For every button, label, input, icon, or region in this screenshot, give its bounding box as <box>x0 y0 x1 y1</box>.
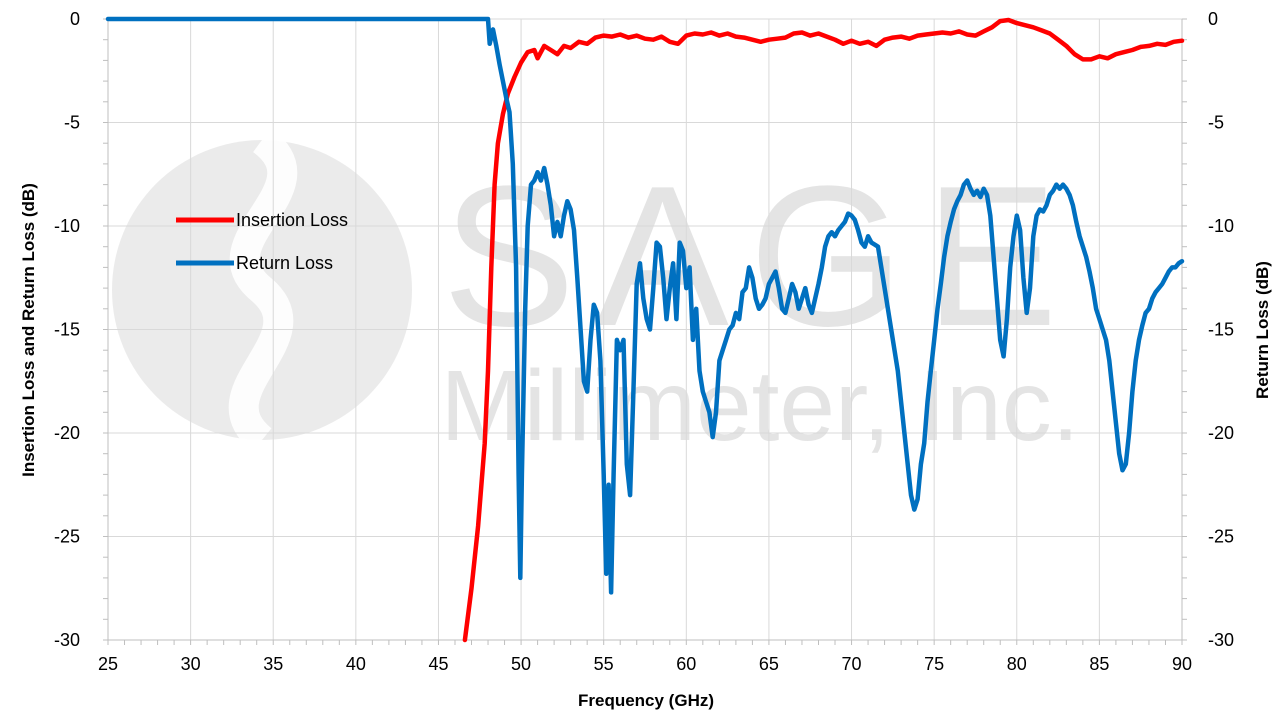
x-tick-label: 70 <box>842 654 862 674</box>
x-tick-label: 60 <box>676 654 696 674</box>
legend-label-insertion-loss: Insertion Loss <box>236 210 348 230</box>
y-tick-label-right: -15 <box>1208 320 1234 340</box>
x-tick-label: 35 <box>263 654 283 674</box>
y-tick-label-right: -30 <box>1208 630 1234 650</box>
x-tick-label: 65 <box>759 654 779 674</box>
series-layer <box>105 16 1185 643</box>
x-tick-label: 55 <box>594 654 614 674</box>
y-tick-label-right: -20 <box>1208 423 1234 443</box>
x-axis-title: Frequency (GHz) <box>578 691 714 710</box>
y-tick-label-right: -5 <box>1208 113 1224 133</box>
y-tick-label-left: -10 <box>54 216 80 236</box>
x-tick-label: 30 <box>181 654 201 674</box>
x-tick-label: 80 <box>1007 654 1027 674</box>
watermark: SAGE Millimeter, Inc. <box>112 127 1080 462</box>
y-tick-label-left: -25 <box>54 527 80 547</box>
y-tick-label-right: -10 <box>1208 216 1234 236</box>
watermark-line2: Millimeter, Inc. <box>440 350 1079 462</box>
x-tick-label: 85 <box>1089 654 1109 674</box>
y-axis-title-left: Insertion Loss and Return Loss (dB) <box>19 183 38 477</box>
legend: Insertion Loss Return Loss <box>176 210 348 273</box>
y-tick-label-left: -20 <box>54 423 80 443</box>
series-line-insertion-loss <box>462 17 1185 643</box>
legend-label-return-loss: Return Loss <box>236 253 333 273</box>
y-tick-label-left: -15 <box>54 320 80 340</box>
y-tick-label-left: -30 <box>54 630 80 650</box>
x-tick-label: 25 <box>98 654 118 674</box>
grid <box>107 18 1183 641</box>
y-tick-label-left: 0 <box>70 9 80 29</box>
y-tick-label-left: -5 <box>64 113 80 133</box>
x-tick-label: 45 <box>428 654 448 674</box>
axes: 25 30 35 40 45 50 55 60 65 70 75 80 85 90 0 0 -5 -5 -10 -10… <box>54 9 1234 674</box>
y-tick-label-right: 0 <box>1208 9 1218 29</box>
series-line-return-loss <box>105 16 1185 595</box>
y-axis-title-right: Return Loss (dB) <box>1253 261 1272 399</box>
x-tick-label: 75 <box>924 654 944 674</box>
x-tick-label: 50 <box>511 654 531 674</box>
x-tick-label: 40 <box>346 654 366 674</box>
y-tick-label-right: -25 <box>1208 527 1234 547</box>
watermark-logo-swirl <box>228 127 298 452</box>
x-tick-label: 90 <box>1172 654 1192 674</box>
